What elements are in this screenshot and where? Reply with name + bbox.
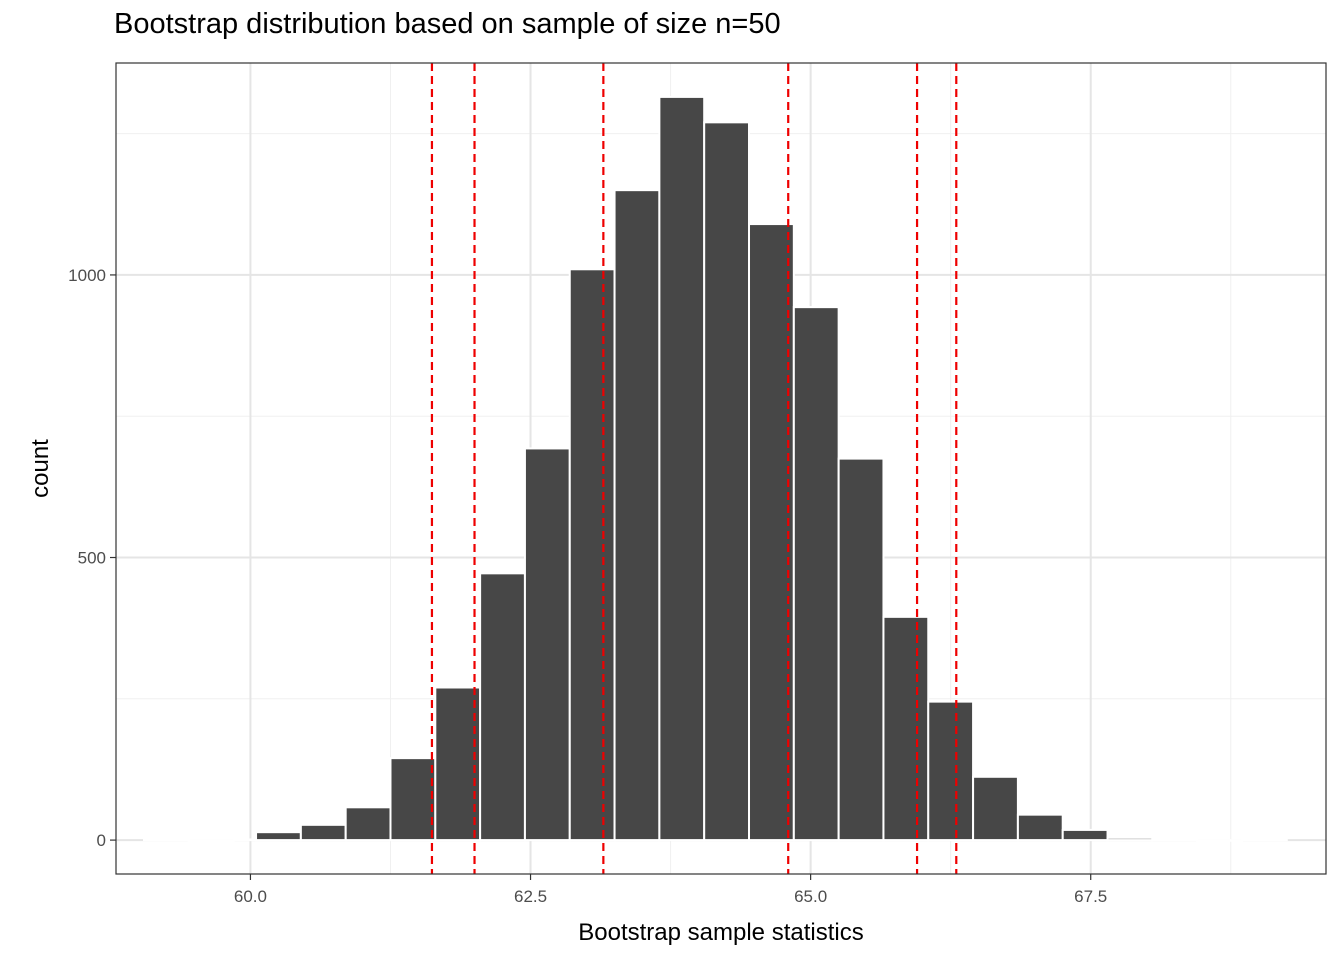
chart-title: Bootstrap distribution based on sample o… <box>114 8 781 40</box>
histogram-bar <box>837 457 885 842</box>
reference-lines-layer <box>430 63 958 874</box>
y-tick-label: 0 <box>97 831 106 850</box>
y-tick-label: 1000 <box>68 266 106 285</box>
histogram-bar <box>1151 838 1199 842</box>
histogram-bar <box>389 757 437 842</box>
x-axis-title: Bootstrap sample statistics <box>578 919 863 946</box>
histogram-bar <box>792 306 840 842</box>
panel-border <box>115 62 1327 875</box>
histogram-bar <box>344 806 392 842</box>
histogram-bar <box>434 686 482 842</box>
histogram-bar <box>748 223 795 842</box>
x-tick-label: 67.5 <box>1074 887 1107 906</box>
histogram-bar <box>479 572 526 842</box>
bars-layer <box>143 95 1288 842</box>
histogram-bar <box>613 189 661 842</box>
histogram-bar <box>187 839 235 842</box>
y-axis-ticks: 0 500 1000 <box>68 266 116 850</box>
x-tick-label: 60.0 <box>234 887 267 906</box>
histogram-bar <box>523 447 571 842</box>
histogram-bar <box>882 615 930 842</box>
histogram-bar <box>1016 813 1064 842</box>
histogram-bar <box>658 95 706 842</box>
y-axis-title: count <box>27 439 54 498</box>
x-axis-ticks: 60.0 62.5 65.0 67.5 <box>234 874 1107 906</box>
x-tick-label: 62.5 <box>514 887 547 906</box>
histogram-bar <box>568 268 616 842</box>
y-tick-label: 500 <box>78 549 106 568</box>
histogram-bar <box>143 838 190 842</box>
histogram-bar <box>1196 839 1243 842</box>
histogram-bar <box>927 700 975 842</box>
x-tick-label: 65.0 <box>794 887 827 906</box>
histogram-bar <box>703 121 751 842</box>
histogram-bar <box>255 831 302 842</box>
histogram-bar <box>972 775 1019 842</box>
histogram-bar <box>299 823 347 842</box>
histogram-bar <box>1240 838 1288 842</box>
histogram-bar <box>1061 828 1109 842</box>
histogram-bar <box>1106 836 1154 842</box>
